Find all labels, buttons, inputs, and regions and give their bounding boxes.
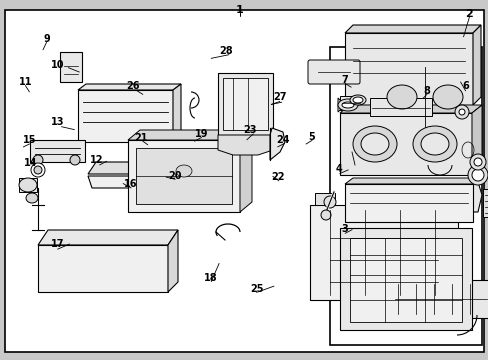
Text: 9: 9 bbox=[43, 34, 50, 44]
Polygon shape bbox=[38, 230, 178, 245]
Polygon shape bbox=[339, 105, 481, 113]
Ellipse shape bbox=[19, 178, 37, 192]
Polygon shape bbox=[431, 140, 447, 170]
Bar bbox=[369, 98, 431, 116]
Ellipse shape bbox=[33, 155, 43, 165]
Polygon shape bbox=[345, 25, 480, 33]
Bar bbox=[345, 33, 472, 105]
Polygon shape bbox=[128, 140, 240, 212]
Ellipse shape bbox=[352, 126, 396, 162]
Bar bbox=[218, 73, 272, 135]
Bar bbox=[389, 280, 488, 318]
Polygon shape bbox=[471, 105, 481, 175]
Ellipse shape bbox=[473, 158, 481, 166]
Bar bbox=[379, 62, 469, 132]
Polygon shape bbox=[337, 98, 345, 112]
Bar bbox=[78, 90, 173, 142]
Text: 5: 5 bbox=[308, 132, 315, 142]
Text: 22: 22 bbox=[270, 172, 284, 182]
Ellipse shape bbox=[420, 133, 448, 155]
Text: 1: 1 bbox=[235, 5, 243, 15]
Text: 10: 10 bbox=[51, 60, 64, 70]
Ellipse shape bbox=[386, 85, 416, 109]
Bar bbox=[482, 189, 488, 217]
Bar bbox=[339, 113, 471, 175]
Text: 16: 16 bbox=[124, 179, 138, 189]
Polygon shape bbox=[38, 245, 168, 292]
Polygon shape bbox=[351, 120, 371, 165]
Text: 14: 14 bbox=[23, 158, 37, 168]
Text: 23: 23 bbox=[243, 125, 257, 135]
Polygon shape bbox=[457, 132, 479, 172]
Ellipse shape bbox=[432, 85, 462, 109]
Text: 25: 25 bbox=[249, 284, 263, 294]
Ellipse shape bbox=[31, 163, 45, 177]
Bar bbox=[339, 228, 471, 330]
Text: 6: 6 bbox=[461, 81, 468, 91]
Ellipse shape bbox=[469, 154, 485, 170]
Ellipse shape bbox=[26, 193, 38, 203]
Bar bbox=[30, 140, 85, 162]
Polygon shape bbox=[173, 84, 181, 142]
Bar bbox=[339, 96, 361, 110]
Polygon shape bbox=[136, 148, 231, 204]
Text: 12: 12 bbox=[90, 155, 103, 165]
Ellipse shape bbox=[467, 165, 487, 185]
Polygon shape bbox=[459, 182, 481, 212]
Polygon shape bbox=[88, 176, 172, 188]
Text: 15: 15 bbox=[22, 135, 36, 145]
Text: 20: 20 bbox=[168, 171, 182, 181]
Ellipse shape bbox=[176, 165, 192, 177]
Ellipse shape bbox=[34, 166, 42, 174]
Text: 27: 27 bbox=[272, 92, 286, 102]
Text: 8: 8 bbox=[423, 86, 429, 96]
Polygon shape bbox=[88, 162, 176, 174]
Polygon shape bbox=[314, 193, 334, 205]
Polygon shape bbox=[432, 193, 452, 205]
Text: 18: 18 bbox=[204, 273, 218, 283]
Polygon shape bbox=[128, 130, 251, 140]
Ellipse shape bbox=[360, 133, 388, 155]
Bar bbox=[309, 205, 457, 300]
Text: 7: 7 bbox=[341, 75, 348, 85]
FancyBboxPatch shape bbox=[307, 60, 359, 84]
Polygon shape bbox=[472, 25, 480, 105]
Ellipse shape bbox=[352, 97, 362, 103]
Ellipse shape bbox=[320, 210, 330, 220]
Polygon shape bbox=[218, 135, 272, 155]
Text: 21: 21 bbox=[134, 132, 147, 143]
Text: 17: 17 bbox=[51, 239, 64, 249]
Bar bbox=[329, 47, 481, 345]
Polygon shape bbox=[269, 128, 285, 160]
Polygon shape bbox=[168, 230, 178, 292]
Text: 26: 26 bbox=[126, 81, 140, 91]
Polygon shape bbox=[379, 54, 479, 62]
Text: 28: 28 bbox=[219, 46, 232, 56]
Text: 13: 13 bbox=[51, 117, 64, 127]
Polygon shape bbox=[78, 84, 181, 90]
Ellipse shape bbox=[341, 102, 353, 108]
Ellipse shape bbox=[70, 155, 80, 165]
Text: 2: 2 bbox=[465, 9, 472, 19]
Bar bbox=[223, 78, 267, 130]
Ellipse shape bbox=[349, 95, 365, 105]
Bar bbox=[60, 52, 82, 82]
Ellipse shape bbox=[412, 126, 456, 162]
Ellipse shape bbox=[454, 105, 468, 119]
Bar bbox=[19, 178, 37, 192]
Bar bbox=[349, 238, 461, 322]
Text: 24: 24 bbox=[275, 135, 289, 145]
Ellipse shape bbox=[471, 169, 483, 181]
Text: 19: 19 bbox=[194, 129, 208, 139]
Ellipse shape bbox=[324, 196, 335, 208]
Bar bbox=[456, 112, 466, 120]
Polygon shape bbox=[345, 178, 480, 184]
Text: 3: 3 bbox=[341, 224, 348, 234]
Text: 4: 4 bbox=[335, 164, 342, 174]
Text: 11: 11 bbox=[19, 77, 32, 87]
Ellipse shape bbox=[458, 109, 464, 115]
Polygon shape bbox=[240, 130, 251, 212]
Bar bbox=[345, 184, 472, 222]
Ellipse shape bbox=[337, 99, 357, 111]
